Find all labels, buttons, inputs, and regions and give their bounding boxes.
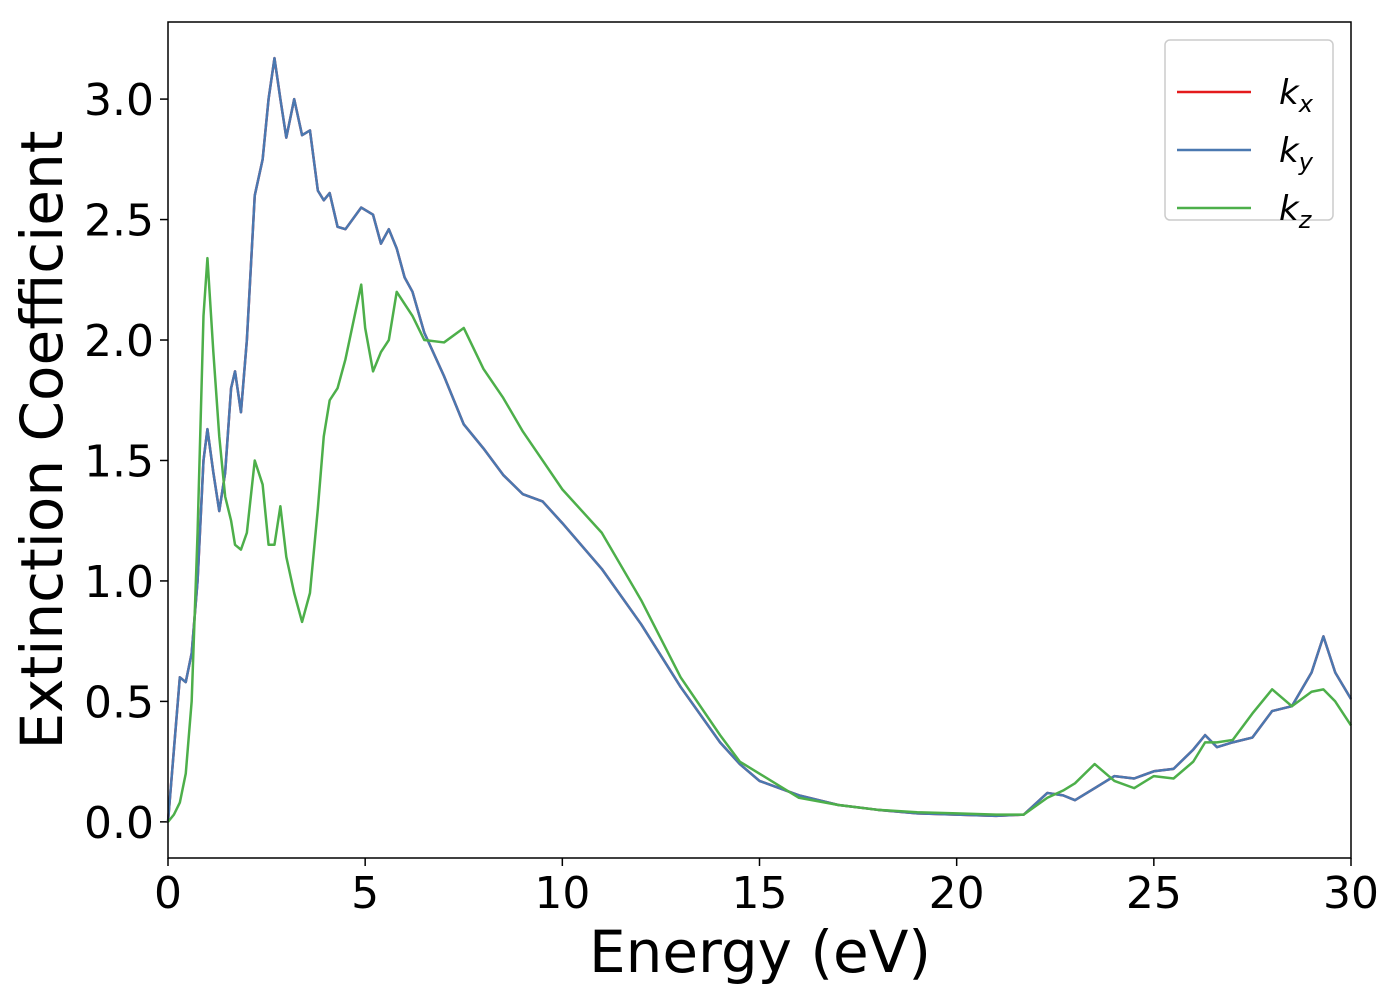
y-axis-label: Extinction Coefficient xyxy=(8,131,76,750)
y-tick-label: 0.5 xyxy=(84,677,154,728)
legend-label: kx xyxy=(1279,73,1314,118)
x-tick-label: 0 xyxy=(154,868,182,919)
legend-label: kz xyxy=(1279,189,1313,234)
x-tick-label: 10 xyxy=(534,868,590,919)
x-tick-label: 20 xyxy=(929,868,985,919)
legend-box xyxy=(1164,39,1334,221)
series-line xyxy=(166,56,1353,822)
x-tick-label: 5 xyxy=(351,868,379,919)
plot-frame xyxy=(167,21,1352,859)
x-tick-label: 25 xyxy=(1126,868,1182,919)
y-tick-label: 2.0 xyxy=(84,316,154,367)
y-tick-label: 2.5 xyxy=(84,196,154,247)
series-line xyxy=(167,256,1353,823)
y-tick-label: 3.0 xyxy=(84,75,154,126)
y-tick-label: 1.5 xyxy=(84,436,154,487)
y-tick-label: 1.0 xyxy=(84,557,154,608)
x-tick-label: 15 xyxy=(732,868,788,919)
legend-label: ky xyxy=(1279,131,1314,176)
x-axis-label: Energy (eV) xyxy=(589,918,931,986)
x-tick-label: 30 xyxy=(1323,868,1379,919)
y-tick-label: 0.0 xyxy=(84,798,154,849)
